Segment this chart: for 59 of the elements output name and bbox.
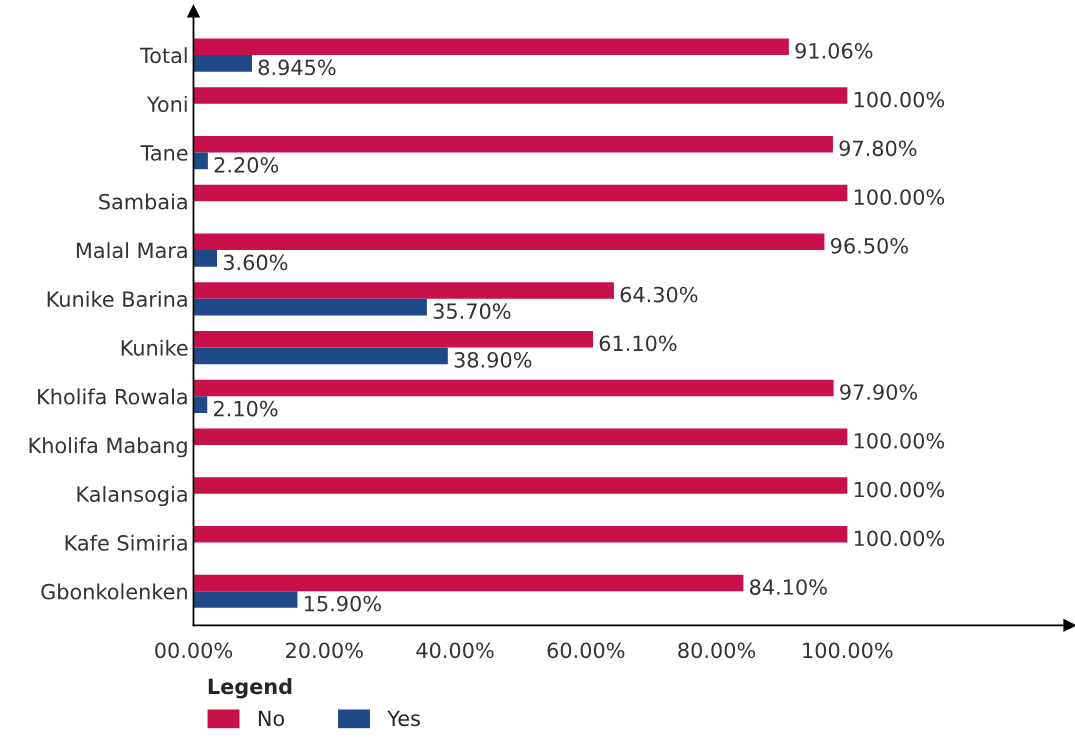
bar [193,282,614,299]
data-label: 35.70% [433,303,511,320]
bar [193,591,298,608]
data-label: 100.00% [854,91,945,108]
y-tick-label: Sambaia [99,193,187,210]
data-label: 100.00% [854,189,945,205]
y-tick-label: Total [139,47,187,64]
data-label: 64.30% [620,286,698,303]
data-label: 100.00% [854,530,945,547]
data-label: 38.90% [454,351,532,368]
bar [193,233,825,251]
data-label: 2.20% [214,157,279,173]
x-tick-label: 60.00% [547,642,625,659]
data-label: 15.90% [304,595,381,612]
y-tick-label: Kholifa Rowala [38,388,187,405]
legend-label: No [258,710,285,727]
data-label: 61.10% [599,335,677,352]
x-tick-label: 80.00% [678,642,756,659]
data-label: 3.60% [223,254,288,271]
data-label: 96.50% [830,237,908,254]
legend-label: Yes [387,710,420,727]
bar [193,152,208,170]
bar [193,87,848,104]
y-tick-label: Malal Mara [76,242,187,259]
y-tick-label: Kunike [121,339,188,356]
bar [193,331,593,348]
bar [193,477,848,494]
data-label: 84.10% [750,579,827,595]
data-label: 91.06% [795,42,873,59]
data-label: 2.10% [213,400,278,417]
data-label: 100.00% [854,481,945,498]
bar [193,574,744,592]
bar [193,525,848,543]
y-tick-label: Gbonkolenken [41,583,187,600]
legend-title: Legend [208,678,292,699]
bar [193,38,789,56]
bar [193,184,848,202]
data-label: 100.00% [854,432,945,449]
bar [193,379,834,397]
y-tick-label: Kholifa Mabang [29,437,187,458]
y-tick-label: Tane [140,145,188,161]
x-tick-label: 00.00% [155,642,233,659]
y-tick-label: Yoni [146,95,187,113]
data-label: 97.90% [840,384,918,400]
y-tick-label: Kunike Barina [47,290,187,308]
data-label: 97.80% [839,140,917,157]
y-tick-label: Kafe Simiria [65,534,187,551]
bar [193,396,208,413]
bar [193,250,218,267]
data-label: 8.945% [258,59,336,76]
bar [193,55,252,72]
bar [193,428,848,446]
x-tick-label: 20.00% [286,642,363,659]
bar [193,347,448,365]
y-tick-label: Kalansogia [77,485,187,507]
bar [193,136,833,153]
x-tick-label: 40.00% [416,642,494,659]
bar [193,298,427,316]
x-tick-label: 100.00% [803,642,893,659]
